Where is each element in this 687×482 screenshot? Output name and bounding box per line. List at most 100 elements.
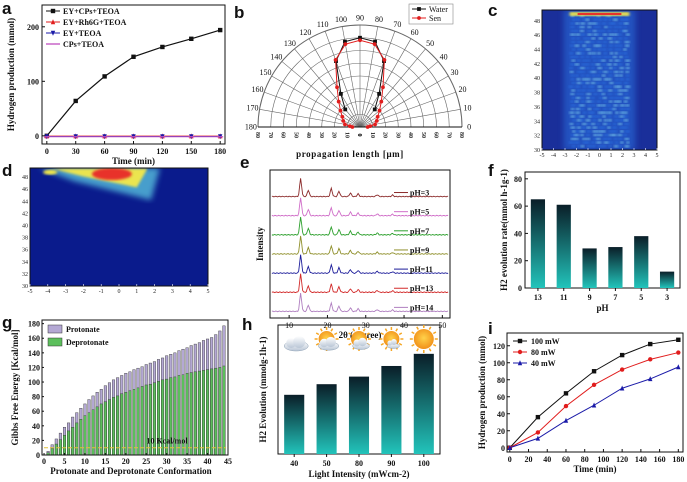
heatmap-blob — [597, 52, 601, 55]
bar — [582, 248, 597, 288]
data-point — [619, 352, 625, 358]
heatmap-blob — [581, 59, 587, 62]
heatmap-blob — [612, 122, 617, 126]
heatmap-blob — [572, 130, 576, 133]
heatmap-blob — [625, 70, 630, 73]
legend-label: Sen — [429, 14, 441, 23]
chart-i-power-hydrogen: 0 20 40 60 80 100 120 140 160 180020406080100120T… — [477, 332, 684, 474]
angle-tick-label: 40 — [440, 52, 448, 61]
heatmap-blob — [580, 100, 586, 103]
heatmap-blob — [585, 63, 590, 66]
y-tick-label: 0 — [35, 132, 39, 141]
x-axis-label: Time (min) — [573, 464, 616, 474]
x-tick-label: 60 — [562, 455, 570, 464]
heatmap-blob — [574, 29, 580, 32]
heatmap-blob — [574, 74, 580, 77]
x-tick-label: 4 — [189, 289, 192, 295]
heatmap-blob — [580, 81, 586, 85]
bar-deprotonate — [222, 365, 226, 456]
heatmap-blob — [603, 37, 609, 40]
x-tick-label: 0 — [118, 289, 121, 295]
y-tick-label: 38 — [22, 236, 28, 242]
sun-ray — [432, 343, 437, 347]
y-tick-label: 0 — [501, 444, 505, 453]
heatmap-blob — [625, 104, 630, 107]
x-tick-label: 0 — [42, 457, 46, 466]
heatmap-blob — [590, 100, 596, 103]
heatmap-blob — [590, 96, 595, 99]
angle-tick-label: 10 — [463, 104, 471, 113]
x-tick-label: 0 — [45, 147, 49, 156]
heatmap-blob — [608, 100, 613, 103]
bar-deprotonate — [107, 399, 111, 456]
heatmap-blob — [624, 85, 631, 88]
sun-ray — [334, 332, 338, 336]
heatmap-blob — [608, 67, 613, 70]
heatmap-blob — [586, 145, 592, 148]
heatmap-blob — [619, 130, 624, 133]
data-point — [382, 58, 387, 62]
heatmap-blob — [614, 111, 619, 114]
bar-deprotonate — [112, 397, 116, 456]
data-point — [535, 435, 541, 441]
heatmap-blob — [585, 78, 591, 81]
legend-label: pH=11 — [410, 265, 433, 274]
angle-tick-label: 50 — [426, 39, 434, 48]
bar-deprotonate — [91, 409, 95, 456]
xrd-pattern-1 — [271, 197, 449, 217]
heatmap-blob — [581, 18, 587, 21]
angle-tick-label: 170 — [247, 104, 259, 113]
x-axis-label: Protonate and Deprotonate Conformation — [50, 466, 211, 476]
x-tick-label: -4 — [551, 153, 556, 159]
y-tick-label: 180 — [28, 320, 40, 329]
legend-label: pH=9 — [410, 246, 429, 255]
heatmap-blob — [570, 104, 577, 107]
data-point — [377, 91, 382, 96]
radial-tick-label-right: 10 — [369, 132, 375, 138]
y-tick-label: 46 — [22, 187, 28, 193]
panel-letter-d: d — [2, 161, 12, 180]
heatmap-blob — [624, 59, 631, 62]
data-point — [368, 124, 373, 129]
heatmap-field — [30, 168, 208, 286]
heatmap-blob — [590, 85, 595, 88]
x-tick-label: 180 — [214, 147, 226, 156]
data-point — [341, 118, 346, 123]
heatmap-blob — [612, 33, 619, 36]
radial-tick-label-left: 50 — [292, 132, 298, 138]
heatmap-blob — [569, 63, 576, 66]
heatmap-blob — [619, 119, 625, 122]
heatmap-blob — [611, 22, 617, 25]
x-tick-label: 35 — [183, 457, 191, 466]
angle-tick-label: 80 — [375, 15, 383, 24]
heatmap-blob — [622, 48, 627, 51]
heatmap-blob — [570, 74, 575, 77]
heatmap-blob — [590, 63, 595, 66]
heatmap-blob — [596, 40, 602, 44]
heatmap-blob — [623, 134, 628, 137]
angle-tick-label: 180 — [245, 123, 257, 132]
heatmap-blob — [593, 18, 598, 21]
heatmap-blob — [622, 111, 628, 114]
heatmap-blob — [575, 22, 580, 25]
data-point — [373, 39, 377, 44]
heatmap-blob — [618, 52, 623, 55]
x-tick-label: 3 — [665, 293, 669, 302]
heatmap-blob — [575, 111, 581, 114]
angle-tick-label: 0 — [467, 123, 471, 132]
heatmap-blob — [597, 18, 603, 21]
heatmap-blob — [613, 115, 619, 118]
heatmap-blob — [614, 48, 619, 51]
data-point — [336, 99, 341, 104]
heatmap-blob — [625, 67, 630, 70]
bar-deprotonate — [210, 368, 214, 456]
bar — [530, 199, 546, 288]
sun-ray — [319, 328, 323, 332]
heatmap-blob — [586, 29, 593, 32]
legend-label: Water — [429, 5, 448, 14]
sun-ray — [380, 332, 384, 336]
heatmap-blob — [572, 119, 576, 122]
polar-grid-spoke — [359, 75, 449, 128]
heatmap-blob — [586, 122, 592, 126]
